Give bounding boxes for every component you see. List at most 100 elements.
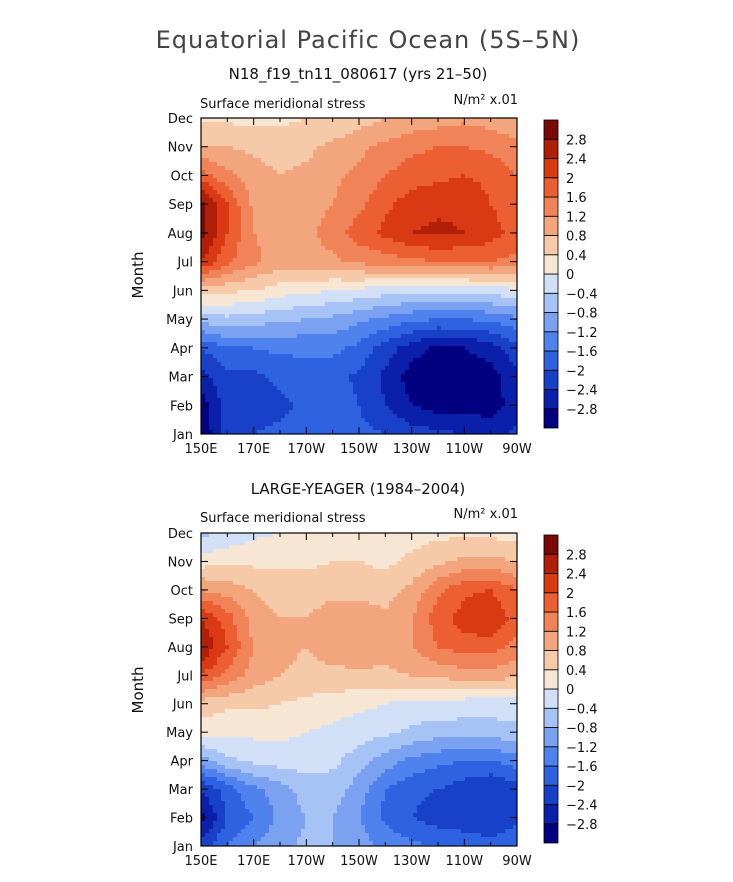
contour-cell bbox=[501, 298, 506, 303]
contour-cell bbox=[225, 178, 230, 183]
contour-cell bbox=[253, 314, 258, 319]
contour-cell bbox=[457, 362, 462, 367]
contour-cell bbox=[405, 158, 410, 163]
contour-cell bbox=[377, 190, 382, 195]
contour-cell bbox=[337, 218, 342, 223]
contour-cell bbox=[369, 186, 374, 191]
contour-cell bbox=[337, 242, 342, 247]
contour-cell bbox=[469, 250, 474, 255]
contour-cell bbox=[249, 298, 254, 303]
contour-cell bbox=[329, 138, 334, 143]
contour-cell bbox=[293, 118, 298, 123]
contour-cell bbox=[453, 190, 458, 195]
contour-cell bbox=[221, 258, 226, 263]
contour-cell bbox=[305, 346, 310, 351]
contour-cell bbox=[213, 118, 218, 123]
contour-cell bbox=[221, 358, 226, 363]
contour-cell bbox=[397, 154, 402, 159]
contour-cell bbox=[305, 342, 310, 347]
contour-cell bbox=[397, 118, 402, 123]
contour-cell bbox=[285, 238, 290, 243]
contour-cell bbox=[293, 242, 298, 247]
contour-cell bbox=[493, 226, 498, 231]
contour-cell bbox=[253, 154, 258, 159]
contour-cell bbox=[245, 178, 250, 183]
contour-cell bbox=[397, 122, 402, 127]
contour-cell bbox=[425, 158, 430, 163]
contour-cell bbox=[289, 162, 294, 167]
contour-cell bbox=[365, 274, 370, 279]
contour-cell bbox=[501, 286, 506, 291]
contour-cell bbox=[261, 346, 266, 351]
contour-cell bbox=[321, 342, 326, 347]
contour-cell bbox=[389, 254, 394, 259]
contour-cell bbox=[369, 230, 374, 235]
contour-cell bbox=[201, 162, 206, 167]
contour-cell bbox=[241, 234, 246, 239]
contour-cell bbox=[369, 310, 374, 315]
contour-cell bbox=[441, 222, 446, 227]
contour-cell bbox=[477, 134, 482, 139]
contour-cell bbox=[317, 138, 322, 143]
contour-cell bbox=[513, 286, 518, 291]
contour-cell bbox=[425, 350, 430, 355]
contour-cell bbox=[481, 198, 486, 203]
contour-cell bbox=[449, 170, 454, 175]
contour-cell bbox=[345, 246, 350, 251]
contour-cell bbox=[237, 346, 242, 351]
contour-cell bbox=[241, 226, 246, 231]
contour-cell bbox=[237, 262, 242, 267]
contour-cell bbox=[417, 170, 422, 175]
contour-cell bbox=[213, 358, 218, 363]
contour-cell bbox=[445, 166, 450, 171]
contour-cell bbox=[353, 270, 358, 275]
contour-cell bbox=[429, 174, 434, 179]
contour-cell bbox=[221, 302, 226, 307]
contour-cell bbox=[493, 218, 498, 223]
contour-cell bbox=[301, 338, 306, 343]
contour-cell bbox=[345, 178, 350, 183]
contour-cell bbox=[381, 170, 386, 175]
contour-cell bbox=[229, 170, 234, 175]
contour-cell bbox=[501, 234, 506, 239]
contour-cell bbox=[357, 126, 362, 131]
contour-cell bbox=[329, 250, 334, 255]
contour-cell bbox=[433, 302, 438, 307]
contour-cell bbox=[205, 118, 210, 123]
contour-cell bbox=[249, 358, 254, 363]
contour-cell bbox=[373, 318, 378, 323]
contour-cell bbox=[377, 162, 382, 167]
contour-cell bbox=[373, 306, 378, 311]
contour-cell bbox=[429, 242, 434, 247]
contour-cell bbox=[373, 238, 378, 243]
contour-cell bbox=[321, 278, 326, 283]
contour-cell bbox=[205, 158, 210, 163]
contour-cell bbox=[361, 294, 366, 299]
contour-cell bbox=[469, 150, 474, 155]
contour-cell bbox=[457, 182, 462, 187]
contour-cell bbox=[325, 126, 330, 131]
contour-cell bbox=[205, 230, 210, 235]
contour-cell bbox=[305, 282, 310, 287]
contour-cell bbox=[217, 250, 222, 255]
contour-cell bbox=[301, 118, 306, 123]
contour-cell bbox=[261, 258, 266, 263]
contour-cell bbox=[297, 218, 302, 223]
contour-cell bbox=[365, 270, 370, 275]
contour-cell bbox=[285, 242, 290, 247]
contour-cell bbox=[433, 358, 438, 363]
contour-cell bbox=[221, 286, 226, 291]
contour-cell bbox=[449, 118, 454, 123]
contour-cell bbox=[353, 306, 358, 311]
contour-cell bbox=[249, 166, 254, 171]
contour-cell bbox=[285, 190, 290, 195]
contour-cell bbox=[325, 338, 330, 343]
contour-cell bbox=[485, 314, 490, 319]
contour-cell bbox=[481, 258, 486, 263]
contour-cell bbox=[389, 294, 394, 299]
contour-cell bbox=[409, 142, 414, 147]
contour-cell bbox=[505, 122, 510, 127]
contour-cell bbox=[509, 266, 514, 271]
contour-cell bbox=[377, 206, 382, 211]
contour-cell bbox=[269, 250, 274, 255]
